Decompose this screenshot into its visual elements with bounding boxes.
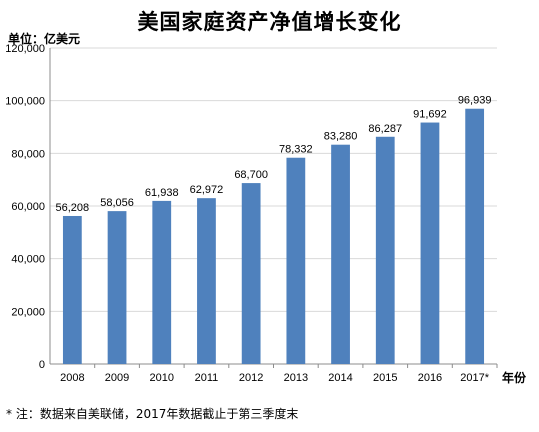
- data-label: 58,056: [100, 197, 134, 209]
- x-tick-label: 2017*: [460, 372, 489, 384]
- bar: [375, 136, 395, 364]
- x-tick-label: 2010: [150, 372, 174, 384]
- y-tick-label: 0: [39, 359, 45, 371]
- bar: [420, 122, 440, 364]
- x-tick-label: 2012: [239, 372, 263, 384]
- x-axis-unit-label: 年份: [502, 371, 527, 385]
- bar: [152, 200, 172, 364]
- x-tick-label: 2008: [60, 372, 84, 384]
- y-tick-label: 100,000: [5, 96, 45, 108]
- y-tick-label: 40,000: [11, 254, 45, 266]
- data-label: 83,280: [324, 131, 358, 143]
- chart-title: 美国家庭资产净值增长变化: [137, 9, 402, 34]
- bar: [62, 215, 82, 364]
- bar: [107, 211, 127, 364]
- data-label: 56,208: [56, 202, 90, 214]
- bar: [465, 108, 485, 365]
- bar: [331, 144, 350, 364]
- x-tick-label: 2016: [418, 372, 442, 384]
- x-tick-label: 2015: [373, 372, 397, 384]
- unit-label: 单位：亿美元: [8, 32, 81, 46]
- y-tick-label: 20,000: [11, 306, 45, 318]
- bar: [241, 183, 261, 364]
- y-tick-label: 80,000: [11, 148, 45, 160]
- data-label: 78,332: [279, 144, 313, 156]
- x-tick-label: 2013: [284, 372, 308, 384]
- data-label: 96,939: [458, 95, 492, 107]
- data-label: 61,938: [145, 187, 179, 199]
- x-tick-label: 2009: [105, 372, 129, 384]
- bar: [197, 198, 216, 364]
- data-label: 62,972: [190, 184, 224, 196]
- y-tick-label: 60,000: [11, 201, 45, 213]
- data-label: 91,692: [413, 109, 447, 121]
- data-label: 86,287: [368, 123, 402, 135]
- x-tick-label: 2014: [328, 372, 352, 384]
- data-label: 68,700: [234, 169, 268, 181]
- footnote: * 注：数据来自美联储，2017年数据截止于第三季度末: [6, 407, 299, 421]
- bar: [286, 157, 306, 364]
- x-tick-label: 2011: [195, 372, 219, 384]
- y-tick-label: 120,000: [5, 43, 45, 55]
